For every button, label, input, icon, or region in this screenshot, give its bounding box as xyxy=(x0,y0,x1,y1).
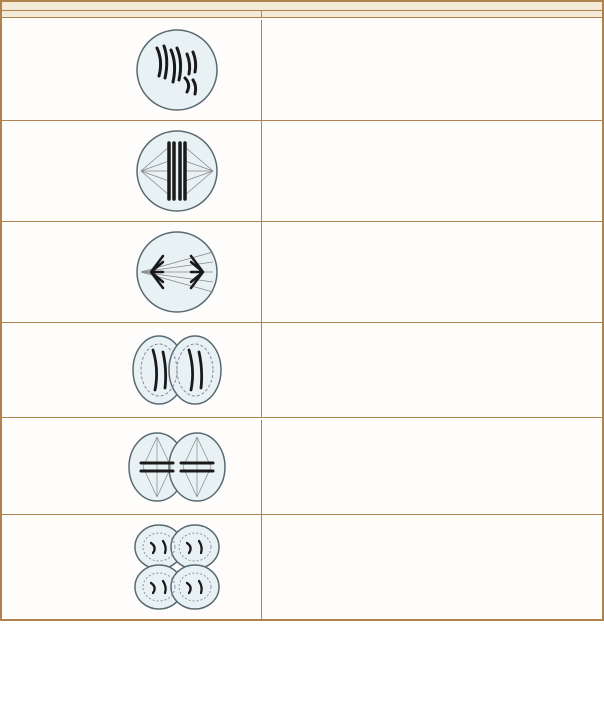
diagram-metaphase-1 xyxy=(96,127,257,215)
diagram-telophase-1 xyxy=(96,330,257,410)
row-pma-2 xyxy=(2,420,602,515)
process-text xyxy=(262,222,602,322)
header-processes xyxy=(262,11,602,17)
meiosis-table xyxy=(0,0,604,621)
row-prophase-1 xyxy=(2,20,602,121)
header-row xyxy=(2,11,602,18)
diagram-pma-2 xyxy=(96,427,257,507)
process-text xyxy=(262,323,602,417)
row-telophase-1 xyxy=(2,323,602,418)
header-phases xyxy=(2,11,262,17)
process-text xyxy=(262,420,602,514)
row-metaphase-1 xyxy=(2,121,602,222)
diagram-prophase-1 xyxy=(96,26,257,114)
process-text xyxy=(262,515,602,619)
diagram-anaphase-1 xyxy=(96,228,257,316)
process-text xyxy=(262,20,602,120)
row-telophase-2 xyxy=(2,515,602,619)
table-title xyxy=(2,2,602,11)
row-anaphase-1 xyxy=(2,222,602,323)
diagram-telophase-2 xyxy=(96,521,257,613)
process-text xyxy=(262,121,602,221)
